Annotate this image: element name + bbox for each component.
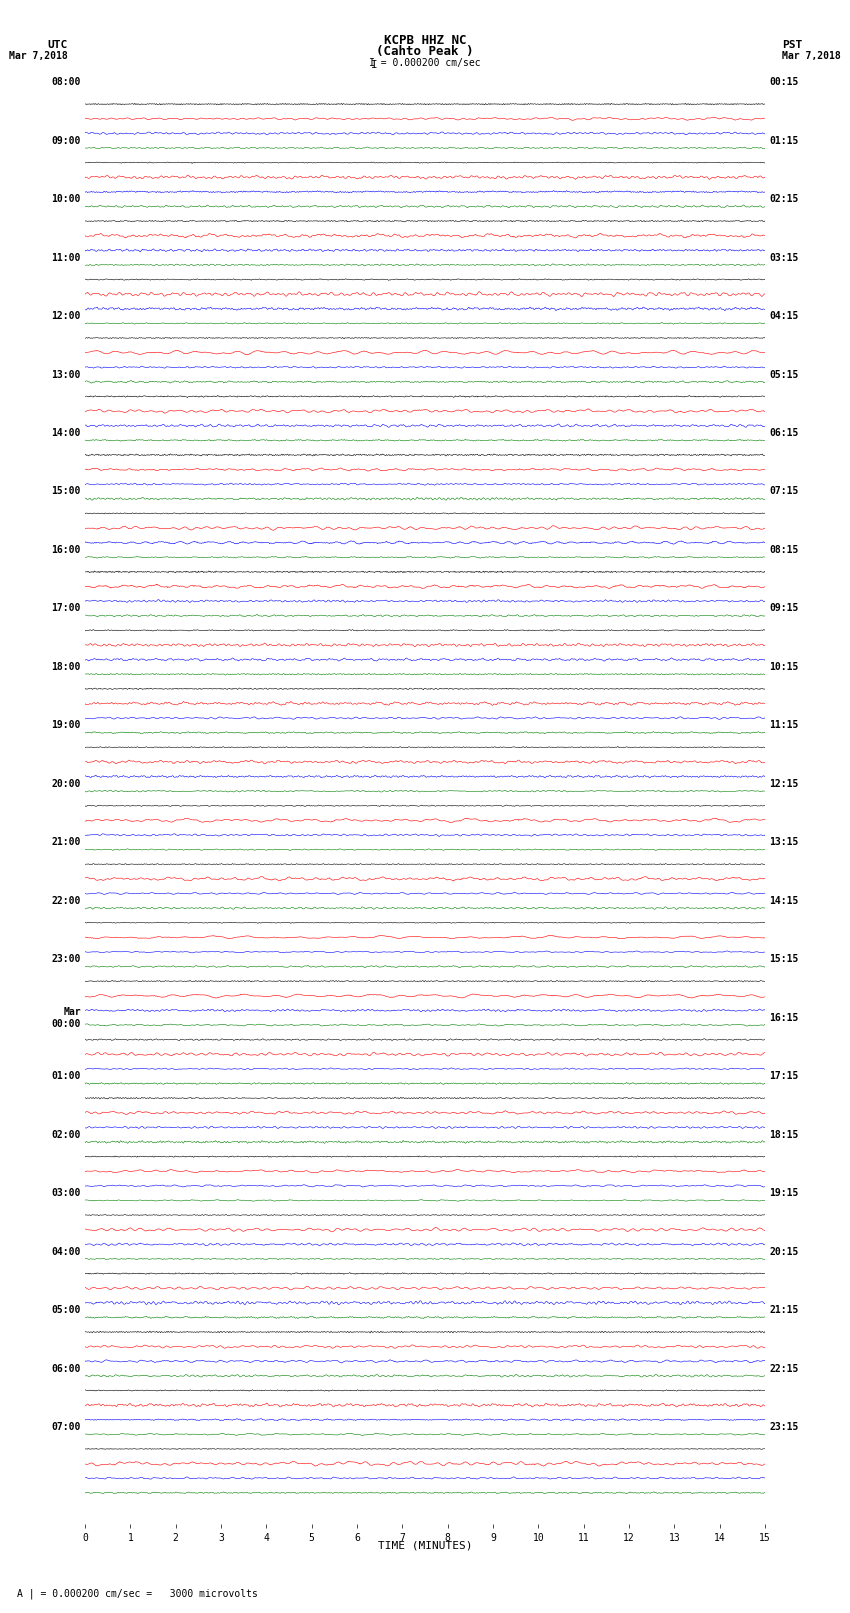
Text: 18:15: 18:15 [769,1129,799,1140]
Text: 13:00: 13:00 [51,369,81,379]
Text: 16:00: 16:00 [51,545,81,555]
Text: 07:00: 07:00 [51,1423,81,1432]
Text: 22:15: 22:15 [769,1363,799,1374]
Text: 01:15: 01:15 [769,135,799,145]
Text: 17:15: 17:15 [769,1071,799,1081]
Text: TIME (MINUTES): TIME (MINUTES) [377,1540,473,1550]
Text: (Cahto Peak ): (Cahto Peak ) [377,45,473,58]
Text: 22:00: 22:00 [51,895,81,907]
Text: KCPB HHZ NC: KCPB HHZ NC [383,34,467,47]
Text: 15:15: 15:15 [769,955,799,965]
Text: 09:00: 09:00 [51,135,81,145]
Text: 14:00: 14:00 [51,427,81,439]
Text: 04:00: 04:00 [51,1247,81,1257]
Text: 17:00: 17:00 [51,603,81,613]
Text: 23:15: 23:15 [769,1423,799,1432]
Text: 08:15: 08:15 [769,545,799,555]
Text: 02:15: 02:15 [769,194,799,205]
Text: 19:00: 19:00 [51,721,81,731]
Text: 06:15: 06:15 [769,427,799,439]
Text: 06:00: 06:00 [51,1363,81,1374]
Text: 04:15: 04:15 [769,311,799,321]
Text: 12:00: 12:00 [51,311,81,321]
Text: 09:15: 09:15 [769,603,799,613]
Text: PST: PST [782,40,802,50]
Text: 11:15: 11:15 [769,721,799,731]
Text: 02:00: 02:00 [51,1129,81,1140]
Text: UTC: UTC [48,40,68,50]
Text: I: I [371,60,377,69]
Text: I = 0.000200 cm/sec: I = 0.000200 cm/sec [369,58,481,68]
Text: 20:00: 20:00 [51,779,81,789]
Text: 03:15: 03:15 [769,253,799,263]
Text: 16:15: 16:15 [769,1013,799,1023]
Text: 10:15: 10:15 [769,661,799,673]
Text: 20:15: 20:15 [769,1247,799,1257]
Text: Mar
00:00: Mar 00:00 [51,1007,81,1029]
Text: 00:15: 00:15 [769,77,799,87]
Text: 10:00: 10:00 [51,194,81,205]
Text: 19:15: 19:15 [769,1189,799,1198]
Text: 03:00: 03:00 [51,1189,81,1198]
Text: 05:15: 05:15 [769,369,799,379]
Text: 11:00: 11:00 [51,253,81,263]
Text: 07:15: 07:15 [769,487,799,497]
Text: A | = 0.000200 cm/sec =   3000 microvolts: A | = 0.000200 cm/sec = 3000 microvolts [17,1589,258,1598]
Text: 05:00: 05:00 [51,1305,81,1315]
Text: 18:00: 18:00 [51,661,81,673]
Text: 21:15: 21:15 [769,1305,799,1315]
Text: 13:15: 13:15 [769,837,799,847]
Text: 21:00: 21:00 [51,837,81,847]
Text: 01:00: 01:00 [51,1071,81,1081]
Text: Mar 7,2018: Mar 7,2018 [9,52,68,61]
Text: 14:15: 14:15 [769,895,799,907]
Text: 08:00: 08:00 [51,77,81,87]
Text: Mar 7,2018: Mar 7,2018 [782,52,841,61]
Text: 12:15: 12:15 [769,779,799,789]
Text: 15:00: 15:00 [51,487,81,497]
Text: 23:00: 23:00 [51,955,81,965]
